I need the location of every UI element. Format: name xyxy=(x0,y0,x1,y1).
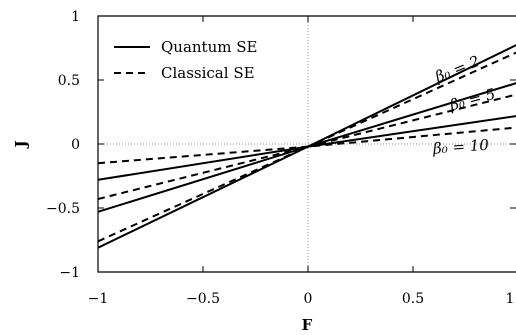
legend-label-quantum: Quantum SE xyxy=(161,38,257,56)
series-dashed-beta-10 xyxy=(98,126,516,165)
y-tick-label: 0 xyxy=(71,137,80,153)
beta-annotation: β₀ = 5 xyxy=(447,85,497,115)
annotation-layer: β₀ = 2β₀ = 5 β₀ = 10 xyxy=(431,52,497,158)
y-tick-label: −1 xyxy=(59,265,80,281)
beta-annotation: β₀ = 2 xyxy=(432,52,483,86)
y-tick-label: −0.5 xyxy=(46,201,80,217)
x-tick-label: 0.5 xyxy=(402,291,424,307)
beta-annotation: β₀ = 10 xyxy=(431,136,489,158)
ticks-layer: −1 −0.5 0 0.5 1 −1 −0.5 0 0.5 1 xyxy=(46,9,516,307)
y-tick-label: 0.5 xyxy=(58,73,80,89)
x-tick-label: 1 xyxy=(506,291,515,307)
y-tick-label: 1 xyxy=(71,9,80,25)
y-axis-label: J xyxy=(12,140,30,149)
legend-label-classical: Classical SE xyxy=(161,64,255,82)
x-tick-label: −0.5 xyxy=(186,291,220,307)
series-layer xyxy=(98,44,516,249)
legend: Quantum SE Classical SE xyxy=(114,38,257,82)
x-tick-label: −1 xyxy=(88,291,109,307)
x-tick-label: 0 xyxy=(304,291,313,307)
x-axis-label: F xyxy=(302,316,313,334)
